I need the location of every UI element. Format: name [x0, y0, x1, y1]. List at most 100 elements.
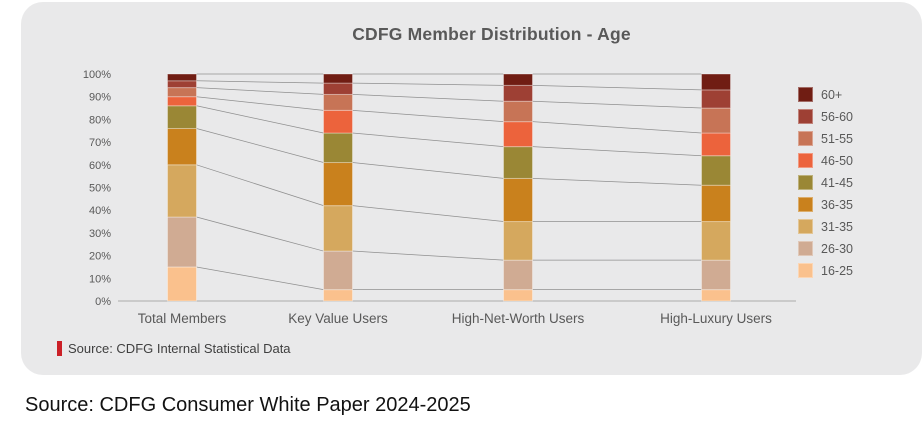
legend-label: 46-50	[821, 153, 853, 168]
bar-segment	[167, 96, 197, 107]
series-connector-line	[352, 162, 504, 179]
legend-label: 26-30	[821, 241, 853, 256]
legend-label: 41-45	[821, 175, 853, 190]
y-tick-label: 70%	[89, 137, 111, 149]
x-category-label: High-Net-Worth Users	[452, 311, 585, 326]
series-connector-line	[532, 84, 702, 91]
series-connector-line	[352, 109, 504, 123]
bar-segment	[503, 73, 533, 86]
series-connector-line	[196, 80, 324, 84]
legend-swatch	[798, 175, 813, 190]
y-tick-label: 100%	[83, 69, 111, 81]
y-tick-label: 20%	[89, 251, 111, 263]
x-category-label: High-Luxury Users	[660, 311, 772, 326]
series-connector-line	[352, 82, 504, 86]
bar-segment	[701, 221, 731, 261]
x-category-label: Key Value Users	[288, 311, 388, 326]
y-tick-label: 50%	[89, 183, 111, 195]
chart-legend: 60+ 56-60 51-55 46-50 41-45 36-35 31-35 26-30 16…	[798, 87, 853, 285]
bar-segment	[167, 216, 197, 268]
legend-item: 46-50	[798, 153, 853, 168]
bar-segment	[701, 73, 731, 91]
y-tick-label: 90%	[89, 92, 111, 104]
y-tick-label: 30%	[89, 228, 111, 240]
legend-item: 41-45	[798, 175, 853, 190]
legend-label: 36-35	[821, 197, 853, 212]
bar-segment	[323, 250, 353, 291]
y-tick-label: 60%	[89, 160, 111, 172]
x-category-label: Total Members	[138, 311, 227, 326]
series-connector-line	[196, 216, 324, 252]
legend-item: 56-60	[798, 109, 853, 124]
series-connector-line	[352, 250, 504, 261]
bar-segment	[701, 107, 731, 134]
bar-segment	[323, 93, 353, 111]
bar-segment	[323, 162, 353, 207]
legend-swatch	[798, 109, 813, 124]
source-note-text: Source: CDFG Internal Statistical Data	[68, 341, 291, 356]
legend-item: 60+	[798, 87, 853, 102]
bar-segment	[701, 289, 731, 302]
legend-label: 60+	[821, 87, 843, 102]
bar-segment	[167, 127, 197, 166]
series-connector-line	[532, 146, 702, 157]
bar-segment	[701, 155, 731, 186]
bar-segment	[323, 205, 353, 252]
series-connector-line	[352, 94, 504, 102]
bar-segment	[701, 184, 731, 223]
bar-segment	[503, 221, 533, 261]
series-connector-line	[196, 96, 324, 111]
bar-segment	[167, 105, 197, 129]
bar-segment	[701, 259, 731, 291]
bar-segment	[323, 132, 353, 164]
bar-segment	[167, 80, 197, 89]
legend-swatch	[798, 241, 813, 256]
legend-item: 31-35	[798, 219, 853, 234]
y-tick-label: 40%	[89, 205, 111, 217]
series-connector-line	[196, 266, 324, 291]
bar-segment	[503, 84, 533, 102]
bar-segment	[503, 289, 533, 302]
legend-item: 16-25	[798, 263, 853, 278]
bar-segment	[701, 132, 731, 157]
legend-label: 56-60	[821, 109, 853, 124]
legend-swatch	[798, 131, 813, 146]
bar-segment	[323, 73, 353, 84]
stacked-bar-chart: 0% 10% 20% 30% 40% 50% 60% 70% 80% 90% 100% Total M…	[83, 69, 796, 326]
bar-segment	[167, 266, 197, 302]
chart-title: CDFG Member Distribution - Age	[352, 24, 631, 44]
legend-label: 51-55	[821, 131, 853, 146]
legend-item: 26-30	[798, 241, 853, 256]
series-connector-line	[196, 105, 324, 134]
legend-swatch	[798, 263, 813, 278]
legend-swatch	[798, 219, 813, 234]
bar-segment	[323, 289, 353, 302]
bar-segment	[503, 121, 533, 148]
legend-swatch	[798, 87, 813, 102]
series-connector-line	[196, 128, 324, 163]
bar-segment	[503, 146, 533, 179]
bar-segment	[323, 82, 353, 95]
series-connector-line	[352, 205, 504, 222]
series-connector-line	[196, 87, 324, 95]
legend-swatch	[798, 197, 813, 212]
bar-segment	[167, 87, 197, 98]
bar-segment	[323, 109, 353, 134]
series-connector-line	[196, 164, 324, 207]
series-connector-line	[532, 121, 702, 134]
bar-segment	[503, 259, 533, 291]
bar-segment	[503, 177, 533, 223]
legend-swatch	[798, 153, 813, 168]
series-connector-line	[352, 132, 504, 148]
legend-item: 51-55	[798, 131, 853, 146]
bar-segment	[503, 100, 533, 123]
source-note: Source: CDFG Internal Statistical Data	[57, 341, 291, 356]
chart-card: CDFG Member Distribution - Age 0% 10% 20% 3…	[21, 2, 922, 375]
series-connector-line	[532, 100, 702, 109]
series-connector-line	[532, 178, 702, 186]
bar-segment	[167, 73, 197, 82]
legend-label: 16-25	[821, 263, 853, 278]
legend-item: 36-35	[798, 197, 853, 212]
y-tick-label: 80%	[89, 114, 111, 126]
bar-segment	[701, 89, 731, 109]
